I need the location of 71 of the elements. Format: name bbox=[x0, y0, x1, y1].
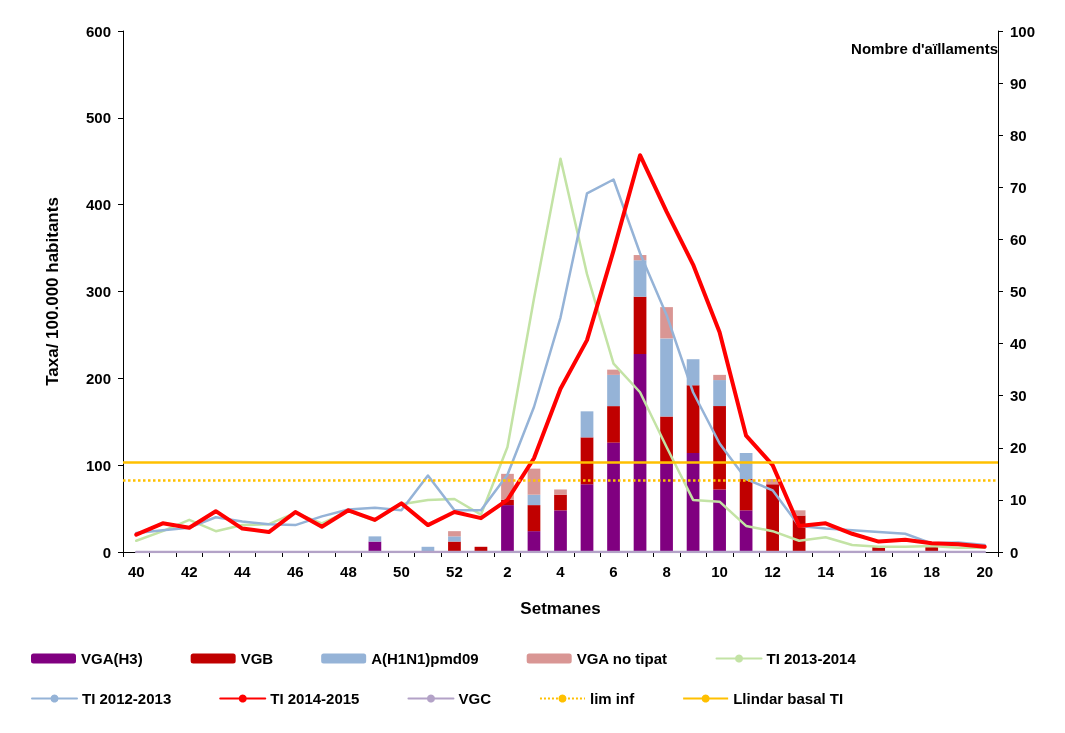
bar bbox=[448, 531, 461, 537]
x-tick-label: 16 bbox=[870, 563, 888, 580]
x-tick-label: 14 bbox=[817, 563, 835, 580]
x-tick-label: 2 bbox=[503, 563, 512, 580]
x-tick-label: 50 bbox=[393, 563, 410, 580]
bar bbox=[527, 531, 541, 552]
legend-label: lim inf bbox=[589, 690, 636, 707]
legend-label: TI 2012-2013 bbox=[82, 690, 172, 707]
legend-label: TI 2013-2014 bbox=[766, 650, 857, 667]
legend-label: VGA no tipat bbox=[576, 650, 667, 667]
y2-tick-label: 90 bbox=[1010, 74, 1027, 92]
bar bbox=[607, 406, 620, 443]
bar bbox=[713, 380, 726, 407]
x-tick-label: 46 bbox=[287, 563, 304, 580]
x-tick-label: 6 bbox=[609, 563, 618, 580]
x-tick-label: 8 bbox=[662, 563, 671, 580]
x-axis-title: Setmanes bbox=[520, 599, 601, 618]
legend-label: VGA(H3) bbox=[81, 650, 143, 667]
legend-label: A(H1N1)pmd09 bbox=[371, 650, 479, 667]
legend-label: TI 2014-2015 bbox=[270, 690, 360, 707]
y2-tick-label: 20 bbox=[1010, 439, 1027, 457]
bar bbox=[633, 296, 647, 355]
y-tick-label: 100 bbox=[85, 456, 111, 474]
legend-label: VGC bbox=[458, 690, 492, 707]
y2-tick-label: 70 bbox=[1010, 178, 1027, 196]
bar bbox=[501, 505, 514, 552]
x-tick-label: 20 bbox=[976, 563, 994, 580]
bar bbox=[580, 484, 594, 552]
y2-tick-label: 10 bbox=[1010, 491, 1027, 509]
x-tick-label: 10 bbox=[711, 563, 728, 580]
legend-label: Llindar basal TI bbox=[733, 690, 844, 707]
x-tick-label: 42 bbox=[180, 563, 198, 580]
y-tick-label: 400 bbox=[85, 196, 111, 214]
bar bbox=[660, 463, 673, 552]
y2-tick-label: 60 bbox=[1010, 230, 1027, 248]
y-tick-label: 300 bbox=[85, 283, 111, 300]
y2-tick-label: 100 bbox=[1010, 22, 1036, 40]
y2-tick-label: 0 bbox=[1010, 543, 1019, 561]
x-tick-label: 18 bbox=[923, 563, 941, 580]
bar bbox=[554, 510, 567, 552]
y-tick-label: 500 bbox=[85, 109, 111, 127]
y-axis-title: Taxa/ 100.000 habitants bbox=[43, 197, 62, 386]
y2-axis-title: Nombre d'aïllaments bbox=[851, 40, 998, 57]
bar bbox=[607, 442, 620, 552]
y2-tick-label: 50 bbox=[1010, 283, 1027, 300]
x-tick-label: 48 bbox=[340, 563, 357, 580]
bar bbox=[368, 536, 382, 542]
legend-label: VGB bbox=[240, 650, 274, 667]
x-tick-label: 12 bbox=[764, 563, 781, 580]
y-tick-label: 600 bbox=[85, 22, 111, 40]
bar bbox=[607, 369, 620, 375]
bar bbox=[554, 489, 567, 495]
bar bbox=[607, 374, 620, 407]
bar bbox=[713, 489, 726, 552]
y-tick-label: 200 bbox=[85, 369, 111, 387]
x-tick-label: 52 bbox=[446, 563, 463, 580]
bar bbox=[713, 374, 726, 381]
y-tick-label: 0 bbox=[102, 543, 111, 561]
y2-tick-label: 30 bbox=[1010, 387, 1027, 405]
y2-tick-label: 80 bbox=[1010, 126, 1027, 144]
bar bbox=[527, 505, 541, 532]
bar bbox=[660, 338, 673, 417]
bar bbox=[633, 260, 647, 297]
bar bbox=[554, 494, 567, 511]
y2-tick-label: 40 bbox=[1010, 335, 1027, 353]
x-tick-label: 44 bbox=[233, 563, 252, 580]
x-tick-label: 4 bbox=[556, 563, 566, 580]
bar bbox=[580, 411, 594, 438]
bar bbox=[527, 494, 541, 506]
bar bbox=[448, 536, 461, 542]
x-tick-label: 40 bbox=[127, 563, 145, 580]
